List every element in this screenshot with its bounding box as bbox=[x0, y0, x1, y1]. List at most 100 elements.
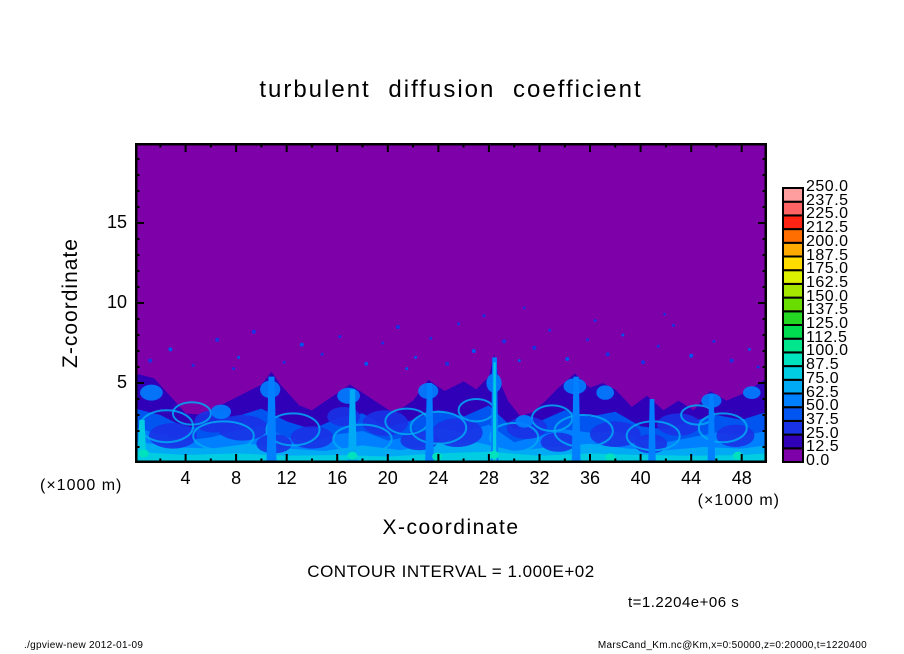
turbulence-speck bbox=[532, 345, 537, 350]
turbulence-speck bbox=[523, 306, 526, 310]
colorbar-cell bbox=[782, 447, 804, 463]
turbulence-speck bbox=[457, 322, 461, 326]
colorbar-tick-label: 0.0 bbox=[806, 452, 830, 469]
plume bbox=[707, 394, 716, 463]
plume bbox=[648, 399, 656, 463]
turbulence-speck bbox=[471, 349, 476, 353]
colorbar-cell bbox=[782, 282, 804, 299]
x-tick-label: 44 bbox=[681, 468, 702, 488]
turbulence-speck bbox=[586, 338, 589, 342]
colorbar-tick-label: 62.5 bbox=[806, 383, 840, 401]
turbulence-speck bbox=[656, 344, 660, 348]
bottom-spot bbox=[605, 453, 616, 462]
wisp bbox=[140, 384, 163, 401]
x-tick-label: 28 bbox=[478, 468, 499, 488]
colorbar-cell bbox=[782, 310, 804, 327]
bottom-spot bbox=[732, 451, 743, 460]
colorbar-cell bbox=[782, 392, 804, 409]
colorbar bbox=[782, 187, 804, 463]
colorbar-cell bbox=[782, 419, 804, 436]
turbulence-speck bbox=[364, 361, 369, 366]
z-tick-label: 15 bbox=[106, 212, 127, 232]
turbulence-speck bbox=[445, 361, 450, 366]
swirl-filament bbox=[553, 414, 614, 448]
bottom-spot bbox=[432, 452, 443, 461]
colorbar-cell bbox=[782, 351, 804, 368]
turbulence-speck bbox=[338, 335, 342, 339]
dark-eddy bbox=[290, 426, 334, 449]
heatmap-plot bbox=[135, 143, 767, 463]
turbulence-speck bbox=[565, 357, 570, 361]
x-tick-label: 16 bbox=[327, 468, 348, 488]
colorbar-cell bbox=[782, 365, 804, 381]
bottom-spot bbox=[347, 451, 358, 460]
colorbar-tick-label: 175.0 bbox=[806, 260, 849, 278]
turbulence-speck bbox=[414, 355, 418, 359]
turbulence-speck bbox=[320, 352, 324, 356]
colorbar-tick-label: 87.5 bbox=[806, 356, 840, 374]
x-tick-label: 40 bbox=[630, 468, 651, 488]
turbulence-speck bbox=[191, 363, 195, 367]
command-line-text: ./gpview-new 2012-01-09 bbox=[24, 640, 144, 651]
colorbar-tick-label: 212.5 bbox=[806, 219, 849, 237]
turbulence-speck bbox=[712, 339, 716, 343]
contour-interval-note: CONTOUR INTERVAL = 1.000E+02 bbox=[307, 562, 595, 581]
colorbar-cell bbox=[782, 228, 804, 244]
plume bbox=[266, 376, 277, 463]
swirl-filament bbox=[697, 412, 748, 444]
plume bbox=[571, 376, 581, 463]
plume bbox=[348, 389, 357, 463]
turbulence-speck bbox=[593, 319, 597, 323]
turbulence-speck bbox=[395, 325, 400, 329]
colorbar-tick-label: 250.0 bbox=[806, 178, 849, 195]
turbulence-speck bbox=[747, 347, 751, 351]
colorbar-tick-label: 75.0 bbox=[806, 369, 840, 387]
time-annotation: t=1.2204e+06 s bbox=[628, 594, 740, 611]
wisp bbox=[596, 385, 614, 400]
turbulence-speck bbox=[251, 329, 256, 334]
dark-eddy bbox=[217, 415, 268, 441]
plot-border bbox=[135, 143, 767, 463]
colorbar-tick-label: 237.5 bbox=[806, 191, 849, 209]
turbulence-speck bbox=[548, 328, 552, 332]
z-axis-unit: (×1000 m) bbox=[40, 477, 123, 494]
x-tick-label: 4 bbox=[180, 468, 191, 488]
colorbar-tick-label: 200.0 bbox=[806, 232, 849, 250]
x-axis-unit: (×1000 m) bbox=[697, 492, 780, 509]
z-tick-label: 5 bbox=[116, 372, 127, 392]
colorbar-tick-label: 137.5 bbox=[806, 301, 849, 319]
colorbar-tick-label: 112.5 bbox=[806, 328, 848, 346]
turbulence-speck bbox=[299, 342, 304, 347]
turbulence-speck bbox=[282, 360, 286, 364]
wisp bbox=[515, 415, 534, 428]
z-axis-label: Z-coordinate bbox=[59, 238, 82, 368]
x-tick-label: 24 bbox=[428, 468, 449, 488]
colorbar-cell bbox=[782, 255, 804, 272]
dark-eddy bbox=[432, 418, 483, 447]
wisp bbox=[743, 386, 761, 399]
colorbar-tick-label: 25.0 bbox=[806, 424, 840, 442]
dataset-info-text: MarsCand_Km.nc@Km,x=0:50000,z=0:20000,t=… bbox=[597, 640, 867, 651]
bottom-spot bbox=[138, 449, 149, 458]
plume bbox=[492, 362, 497, 463]
colorbar-cell bbox=[782, 324, 804, 340]
plume bbox=[425, 383, 434, 463]
wisp bbox=[210, 404, 232, 419]
turbulence-speck bbox=[405, 367, 409, 371]
x-tick-label: 12 bbox=[276, 468, 297, 488]
dark-eddy bbox=[657, 413, 700, 436]
colorbar-cell bbox=[782, 296, 804, 313]
turbulence-speck bbox=[237, 355, 241, 359]
colorbar-tick-label: 125.0 bbox=[806, 315, 849, 332]
bottom-spot bbox=[489, 451, 499, 459]
swirl-filament bbox=[192, 420, 255, 452]
colorbar-cell bbox=[782, 269, 804, 285]
turbulence-speck bbox=[482, 314, 486, 318]
turbulence-speck bbox=[502, 339, 507, 344]
turbulence-speck bbox=[517, 359, 521, 363]
x-tick-label: 20 bbox=[377, 468, 398, 488]
turbulence-speck bbox=[641, 360, 646, 365]
colorbar-cell bbox=[782, 433, 804, 450]
turbulence-speck bbox=[148, 358, 153, 363]
